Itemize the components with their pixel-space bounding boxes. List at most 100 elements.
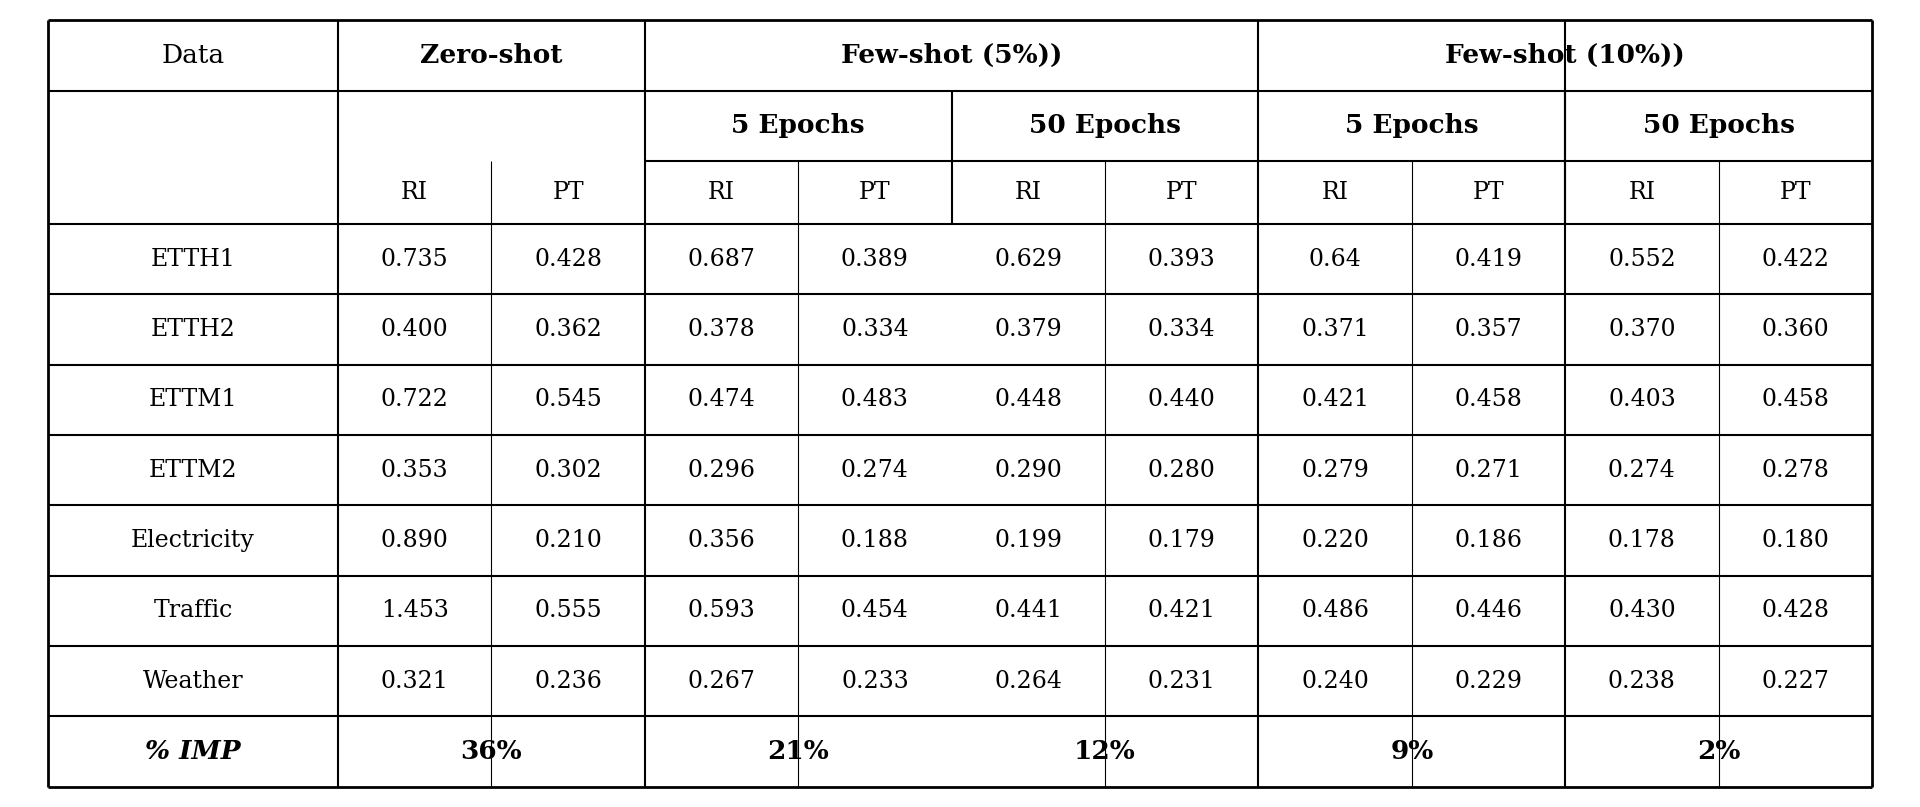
Text: 0.440: 0.440: [1148, 388, 1215, 412]
Text: 0.421: 0.421: [1302, 388, 1369, 412]
Text: 0.227: 0.227: [1761, 670, 1830, 693]
Text: 0.238: 0.238: [1607, 670, 1676, 693]
Text: PT: PT: [553, 181, 584, 204]
Text: 0.552: 0.552: [1609, 248, 1676, 271]
Text: 0.454: 0.454: [841, 600, 908, 622]
Text: 0.353: 0.353: [380, 459, 449, 482]
Text: 0.210: 0.210: [534, 529, 603, 552]
Text: Weather: Weather: [142, 670, 244, 693]
Text: 0.360: 0.360: [1761, 318, 1830, 341]
Text: ETTH2: ETTH2: [150, 318, 236, 341]
Text: 0.267: 0.267: [687, 670, 755, 693]
Text: RI: RI: [708, 181, 735, 204]
Text: 1.453: 1.453: [380, 600, 449, 622]
Text: ETTH1: ETTH1: [150, 248, 236, 271]
Text: Data: Data: [161, 43, 225, 68]
Text: 0.274: 0.274: [841, 459, 908, 482]
Text: Traffic: Traffic: [154, 600, 232, 622]
Text: RI: RI: [401, 181, 428, 204]
Text: 0.428: 0.428: [1761, 600, 1830, 622]
Text: 0.278: 0.278: [1761, 459, 1830, 482]
Text: 50 Epochs: 50 Epochs: [1029, 113, 1181, 138]
Text: 0.220: 0.220: [1302, 529, 1369, 552]
Text: 0.629: 0.629: [995, 248, 1062, 271]
Text: 0.264: 0.264: [995, 670, 1062, 693]
Text: 0.378: 0.378: [687, 318, 755, 341]
Text: 0.441: 0.441: [995, 600, 1062, 622]
Text: 0.545: 0.545: [534, 388, 603, 412]
Text: 0.890: 0.890: [380, 529, 449, 552]
Text: 36%: 36%: [461, 739, 522, 764]
Text: % IMP: % IMP: [146, 739, 240, 764]
Text: 5 Epochs: 5 Epochs: [732, 113, 866, 138]
Text: 0.446: 0.446: [1455, 600, 1523, 622]
Text: 0.458: 0.458: [1455, 388, 1523, 412]
Text: 9%: 9%: [1390, 739, 1434, 764]
Text: 0.555: 0.555: [534, 600, 601, 622]
Text: Few-shot (10%)): Few-shot (10%)): [1446, 43, 1686, 68]
Text: 21%: 21%: [768, 739, 829, 764]
Text: 0.483: 0.483: [841, 388, 908, 412]
Text: 0.229: 0.229: [1455, 670, 1523, 693]
Text: 0.357: 0.357: [1455, 318, 1523, 341]
Text: 0.64: 0.64: [1309, 248, 1361, 271]
Text: 0.236: 0.236: [534, 670, 603, 693]
Text: 0.458: 0.458: [1761, 388, 1830, 412]
Text: 0.188: 0.188: [841, 529, 908, 552]
Text: 0.735: 0.735: [380, 248, 449, 271]
Text: PT: PT: [1780, 181, 1811, 204]
Text: 0.302: 0.302: [534, 459, 603, 482]
Text: ETTM2: ETTM2: [148, 459, 238, 482]
Text: 0.231: 0.231: [1148, 670, 1215, 693]
Text: 2%: 2%: [1697, 739, 1740, 764]
Text: 0.279: 0.279: [1302, 459, 1369, 482]
Text: 0.393: 0.393: [1148, 248, 1215, 271]
Text: 0.687: 0.687: [687, 248, 755, 271]
Text: 0.186: 0.186: [1455, 529, 1523, 552]
Text: PT: PT: [1165, 181, 1198, 204]
Text: Few-shot (5%)): Few-shot (5%)): [841, 43, 1062, 68]
Text: 0.178: 0.178: [1607, 529, 1676, 552]
Text: 0.334: 0.334: [841, 318, 908, 341]
Text: 0.274: 0.274: [1607, 459, 1676, 482]
Text: 0.421: 0.421: [1148, 600, 1215, 622]
Text: 0.430: 0.430: [1609, 600, 1676, 622]
Text: 0.240: 0.240: [1302, 670, 1369, 693]
Text: PT: PT: [1473, 181, 1503, 204]
Text: 0.422: 0.422: [1761, 248, 1830, 271]
Text: 0.280: 0.280: [1148, 459, 1215, 482]
Text: 0.448: 0.448: [995, 388, 1062, 412]
Text: 0.400: 0.400: [380, 318, 449, 341]
Text: 0.271: 0.271: [1455, 459, 1523, 482]
Text: 0.334: 0.334: [1148, 318, 1215, 341]
Text: 0.370: 0.370: [1609, 318, 1676, 341]
Text: 5 Epochs: 5 Epochs: [1346, 113, 1478, 138]
Text: 0.362: 0.362: [534, 318, 603, 341]
Text: 0.389: 0.389: [841, 248, 908, 271]
Text: 0.419: 0.419: [1455, 248, 1523, 271]
Text: PT: PT: [858, 181, 891, 204]
Text: 0.486: 0.486: [1302, 600, 1369, 622]
Text: 0.296: 0.296: [687, 459, 755, 482]
Text: 12%: 12%: [1073, 739, 1137, 764]
Text: 0.199: 0.199: [995, 529, 1062, 552]
Text: 0.474: 0.474: [687, 388, 755, 412]
Text: 0.722: 0.722: [380, 388, 449, 412]
Text: 0.371: 0.371: [1302, 318, 1369, 341]
Text: 0.233: 0.233: [841, 670, 908, 693]
Text: 0.379: 0.379: [995, 318, 1062, 341]
Text: RI: RI: [1628, 181, 1655, 204]
Text: RI: RI: [1016, 181, 1043, 204]
Text: 0.179: 0.179: [1148, 529, 1215, 552]
Text: Electricity: Electricity: [131, 529, 255, 552]
Text: 0.290: 0.290: [995, 459, 1062, 482]
Text: ETTM1: ETTM1: [148, 388, 238, 412]
Text: RI: RI: [1321, 181, 1348, 204]
Text: 0.356: 0.356: [687, 529, 755, 552]
Text: 0.593: 0.593: [687, 600, 755, 622]
Text: 0.428: 0.428: [534, 248, 603, 271]
Text: 0.321: 0.321: [380, 670, 449, 693]
Text: 0.180: 0.180: [1761, 529, 1830, 552]
Text: 0.403: 0.403: [1609, 388, 1676, 412]
Text: 50 Epochs: 50 Epochs: [1644, 113, 1795, 138]
